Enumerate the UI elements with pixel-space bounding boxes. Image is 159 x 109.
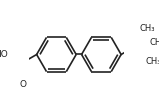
Text: O: O xyxy=(19,80,26,89)
Text: CH₃: CH₃ xyxy=(139,24,155,33)
Text: CH₃: CH₃ xyxy=(149,38,159,47)
Text: CH₃: CH₃ xyxy=(145,57,159,66)
Text: HO: HO xyxy=(0,50,8,59)
